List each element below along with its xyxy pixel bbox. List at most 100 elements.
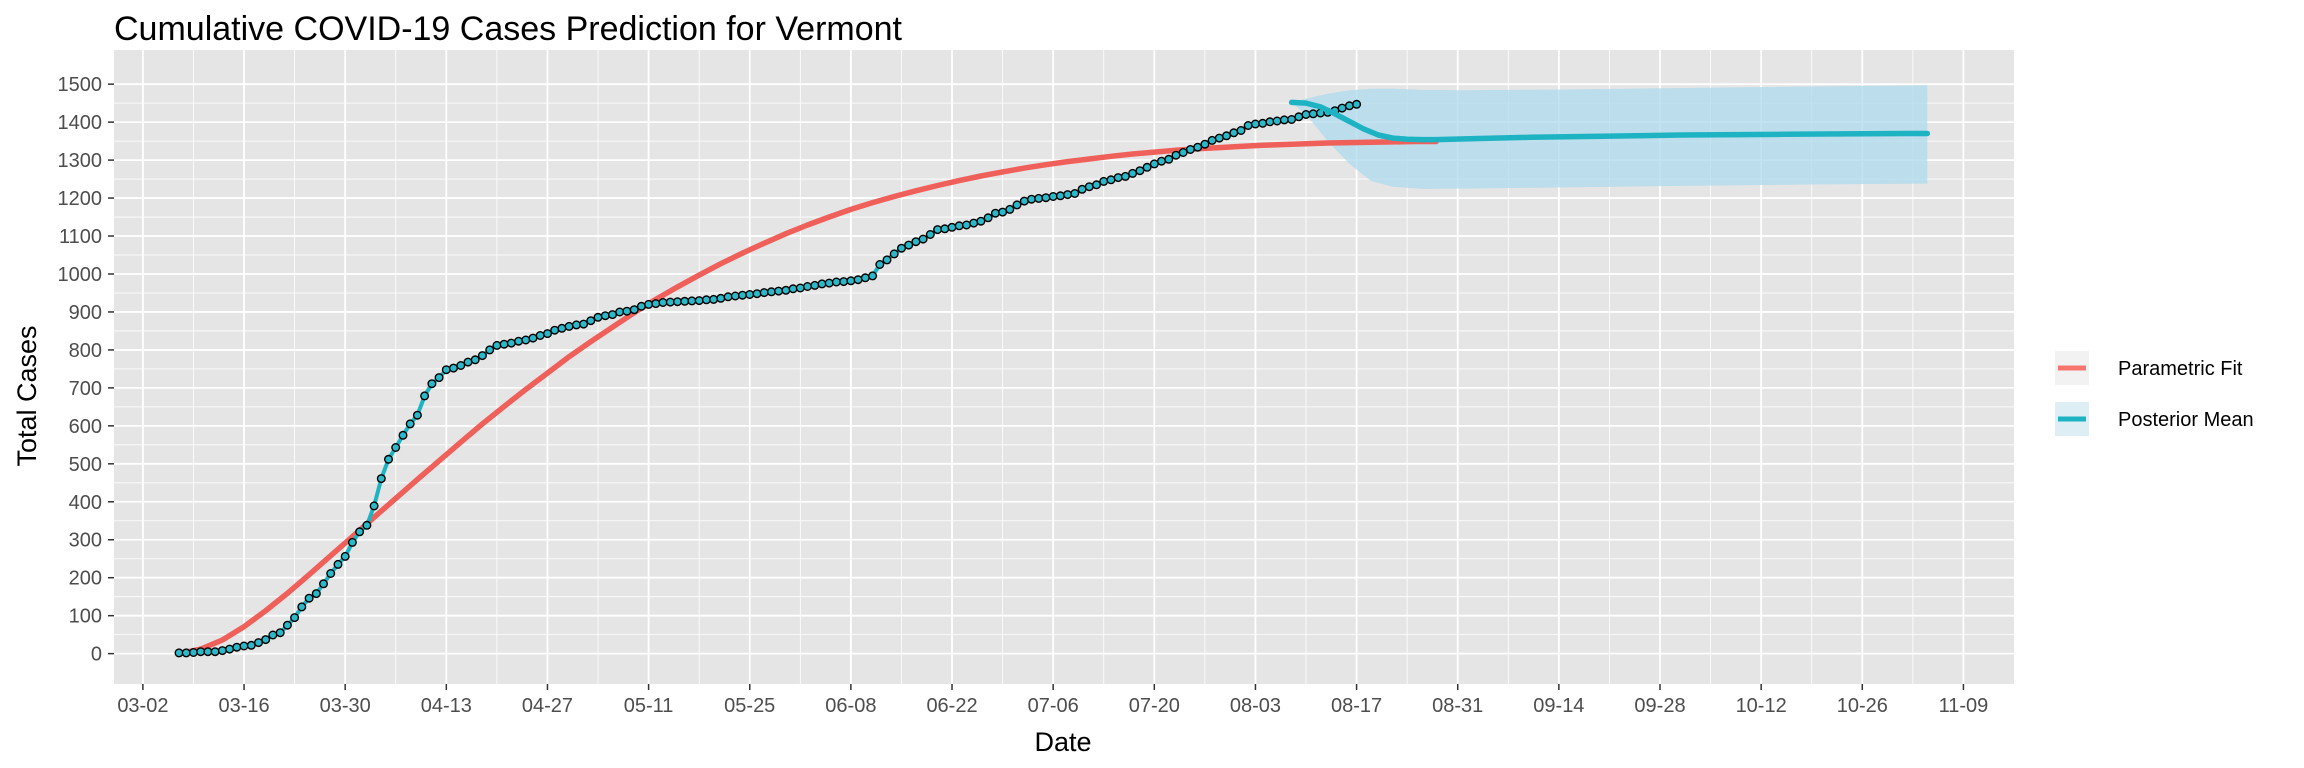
x-tick-label: 07-20 [1129, 695, 1180, 717]
observed-point [1214, 133, 1224, 143]
observed-point [1113, 173, 1123, 183]
y-tick-label: 700 [69, 378, 102, 400]
x-tick-label: 08-17 [1331, 695, 1382, 717]
observed-point [384, 454, 394, 464]
observed-point [853, 275, 863, 285]
observed-point [1019, 196, 1029, 206]
observed-point [940, 224, 950, 234]
observed-point [203, 647, 213, 657]
observed-point [615, 307, 625, 317]
y-tick-label: 1400 [58, 112, 103, 134]
observed-point [1352, 99, 1362, 109]
observed-point [665, 297, 675, 307]
observed-point [1272, 116, 1282, 126]
observed-point [716, 293, 726, 303]
observed-point [651, 299, 661, 309]
x-axis: 03-02 03-16 03-30 04-13 04-27 05-11 05-25 06-08… [117, 684, 1988, 717]
observed-point [1164, 154, 1174, 164]
observed-point [297, 602, 307, 612]
observed-point [918, 234, 928, 244]
x-tick-label: 03-16 [218, 695, 269, 717]
y-tick-label: 400 [69, 492, 102, 514]
observed-point [709, 294, 719, 304]
observed-point [1070, 188, 1080, 198]
observed-point [745, 290, 755, 300]
observed-point [1178, 147, 1188, 157]
y-tick-label: 1100 [59, 226, 102, 248]
observed-point [376, 474, 386, 484]
observed-point [730, 291, 740, 301]
x-tick-label: 09-14 [1533, 695, 1584, 717]
x-tick-label: 05-11 [624, 695, 674, 717]
observed-point [947, 222, 957, 232]
observed-point [1048, 191, 1058, 201]
observed-point [181, 648, 191, 658]
y-tick-label: 1500 [58, 74, 103, 96]
observed-point [174, 648, 184, 658]
observed-point [543, 329, 553, 339]
observed-point [1193, 142, 1203, 152]
observed-point [210, 647, 220, 657]
observed-point [485, 345, 495, 355]
observed-point [1265, 117, 1275, 127]
observed-point [1091, 180, 1101, 190]
x-tick-label: 05-25 [724, 695, 775, 717]
observed-point [239, 641, 249, 651]
observed-point [586, 316, 596, 326]
observed-point [954, 221, 964, 231]
observed-point [420, 391, 430, 401]
observed-point [427, 379, 437, 389]
observed-point [962, 220, 972, 230]
observed-point [1200, 139, 1210, 149]
observed-point [579, 319, 589, 329]
legend: Parametric Fit Posterior Mean [2055, 351, 2254, 436]
observed-point [326, 569, 336, 579]
y-tick-label: 800 [69, 340, 102, 362]
observed-point [225, 644, 235, 654]
observed-point [246, 640, 256, 650]
observed-point [499, 339, 509, 349]
observed-point [925, 229, 935, 239]
observed-point [875, 260, 885, 270]
x-tick-label: 07-06 [1028, 695, 1079, 717]
observed-point [795, 283, 805, 293]
observed-point [261, 635, 271, 645]
observed-point [1063, 190, 1073, 200]
observed-point [275, 628, 285, 638]
observed-point [788, 284, 798, 294]
observed-point [738, 290, 748, 300]
observed-point [1301, 109, 1311, 119]
observed-point [1258, 118, 1268, 128]
observed-point [362, 520, 372, 530]
observed-point [1034, 193, 1044, 203]
observed-point [766, 287, 776, 297]
observed-point [347, 537, 357, 547]
observed-point [304, 593, 314, 603]
observed-point [1236, 125, 1246, 135]
observed-point [911, 237, 921, 247]
observed-point [1308, 109, 1318, 119]
observed-point [846, 276, 856, 286]
observed-point [1142, 162, 1152, 172]
observed-point [969, 218, 979, 228]
x-tick-label: 08-31 [1432, 695, 1483, 717]
observed-point [355, 527, 365, 537]
observed-point [622, 306, 632, 316]
y-tick-label: 1300 [58, 150, 103, 172]
observed-point [1005, 204, 1015, 214]
observed-point [1084, 182, 1094, 192]
observed-point [636, 301, 646, 311]
y-tick-label: 1200 [58, 188, 103, 210]
observed-point [1128, 168, 1138, 178]
observed-point [412, 410, 422, 420]
observed-point [550, 325, 560, 335]
observed-point [882, 255, 892, 265]
observed-point [1012, 200, 1022, 210]
posterior-mean-line [1288, 99, 1931, 143]
observed-point [232, 642, 242, 652]
observed-point [456, 361, 466, 371]
observed-point [470, 355, 480, 365]
observed-point [492, 340, 502, 350]
observed-point [983, 213, 993, 223]
plot-content [174, 85, 1931, 658]
